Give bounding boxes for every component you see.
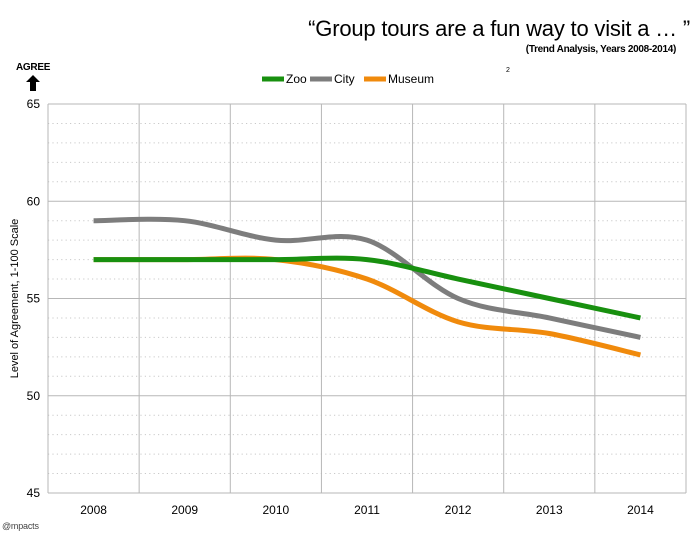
y-axis-label: Level of Agreement, 1-100 Scale: [9, 219, 21, 379]
legend-label-city: City: [334, 72, 355, 86]
agree-label: AGREE: [16, 62, 51, 73]
x-tick-label: 2012: [445, 503, 472, 517]
x-tick-label: 2011: [354, 503, 380, 517]
legend-label-museum: Museum: [388, 72, 434, 86]
x-tick-label: 2009: [171, 503, 198, 517]
series-line-museum: [93, 255, 642, 358]
brand-logo: @mpacts: [2, 521, 39, 531]
y-tick-label: 50: [27, 389, 41, 403]
series-line-zoo: [93, 255, 641, 321]
chart-title: “Group tours are a fun way to visit a … …: [308, 16, 690, 41]
x-tick-label: 2014: [627, 503, 654, 517]
arrow-up-icon: [26, 75, 40, 91]
x-tick-label: 2013: [536, 503, 563, 517]
y-tick-label: 60: [27, 194, 41, 208]
series-line-city: [93, 216, 641, 340]
chart-subtitle: (Trend Analysis, Years 2008-2014): [525, 44, 677, 55]
page-number: 2: [506, 67, 510, 74]
legend-label-zoo: Zoo: [286, 72, 307, 86]
x-tick-label: 2008: [80, 503, 107, 517]
y-tick-label: 45: [27, 486, 41, 500]
y-tick-label: 55: [27, 292, 41, 306]
y-tick-label: 65: [27, 97, 41, 111]
x-tick-label: 2010: [263, 503, 290, 517]
